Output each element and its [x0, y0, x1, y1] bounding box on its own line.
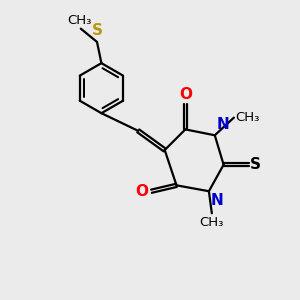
Text: N: N — [216, 117, 229, 132]
Text: N: N — [210, 193, 223, 208]
Text: S: S — [92, 23, 103, 38]
Text: CH₃: CH₃ — [236, 110, 260, 124]
Text: S: S — [250, 157, 261, 172]
Text: O: O — [179, 87, 192, 102]
Text: CH₃: CH₃ — [200, 216, 224, 229]
Text: CH₃: CH₃ — [67, 14, 92, 27]
Text: O: O — [136, 184, 148, 199]
